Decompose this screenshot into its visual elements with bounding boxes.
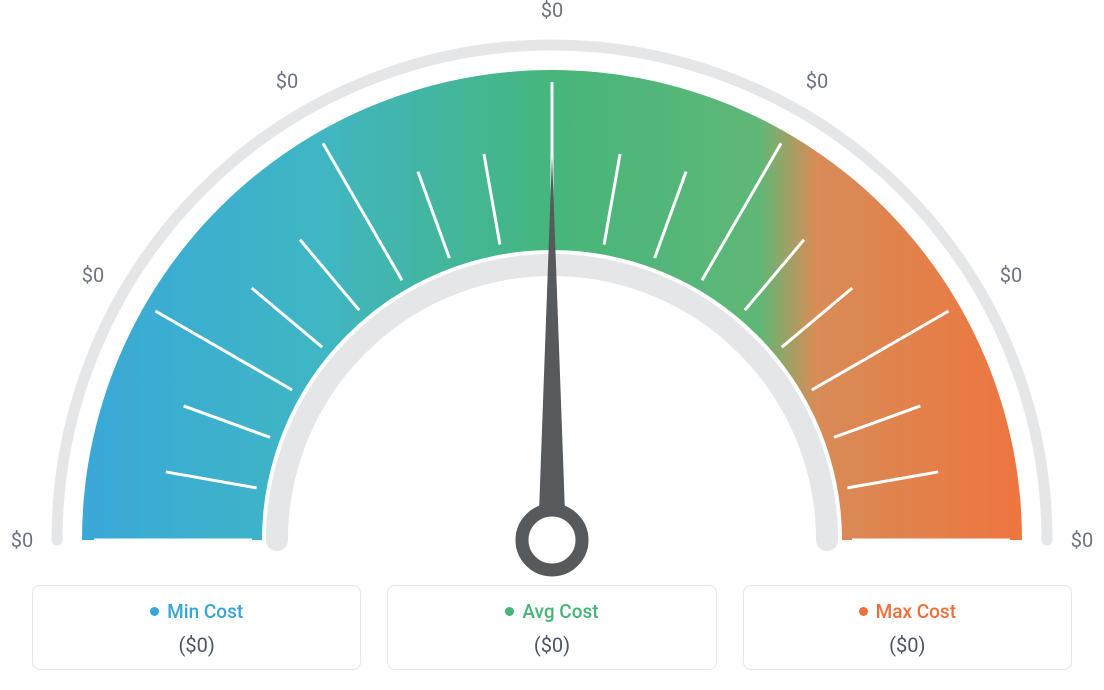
gauge-tick-label: $0 (11, 528, 33, 552)
legend-value-avg: ($0) (404, 633, 699, 657)
legend-label-max: Max Cost (876, 600, 956, 623)
legend-title-avg: Avg Cost (505, 600, 598, 623)
gauge-chart: $0$0$0$0$0$0$0 (22, 20, 1082, 560)
legend-value-min: ($0) (49, 633, 344, 657)
legend-label-avg: Avg Cost (522, 600, 598, 623)
legend-row: Min Cost ($0) Avg Cost ($0) Max Cost ($0… (32, 585, 1072, 670)
gauge-tick-label: $0 (82, 263, 104, 287)
gauge-tick-label: $0 (806, 69, 828, 93)
gauge-tick-label: $0 (541, 0, 563, 22)
legend-value-max: ($0) (760, 633, 1055, 657)
legend-dot-max (859, 607, 868, 616)
legend-card-min: Min Cost ($0) (32, 585, 361, 670)
gauge-tick-label: $0 (276, 69, 298, 93)
legend-card-max: Max Cost ($0) (743, 585, 1072, 670)
legend-dot-avg (505, 607, 514, 616)
legend-title-max: Max Cost (859, 600, 956, 623)
gauge-svg (22, 20, 1082, 580)
legend-title-min: Min Cost (150, 600, 243, 623)
legend-card-avg: Avg Cost ($0) (387, 585, 716, 670)
gauge-tick-label: $0 (1000, 263, 1022, 287)
legend-label-min: Min Cost (167, 600, 243, 623)
gauge-tick-label: $0 (1071, 528, 1093, 552)
legend-dot-min (150, 607, 159, 616)
